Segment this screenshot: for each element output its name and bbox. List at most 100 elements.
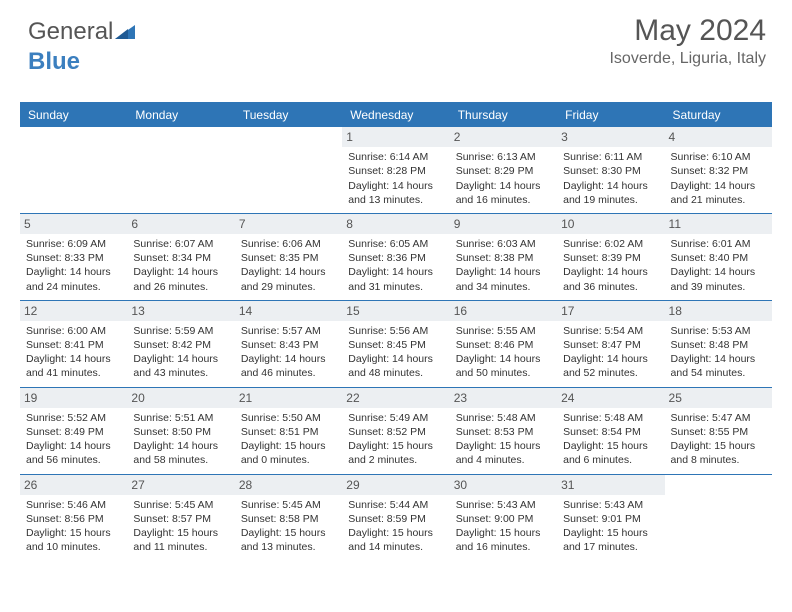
day-number: 4 xyxy=(665,127,772,147)
day-number: 10 xyxy=(557,214,664,234)
day-number: 26 xyxy=(20,475,127,495)
daylight2-text: and 24 minutes. xyxy=(26,280,121,294)
day-number: 22 xyxy=(342,388,449,408)
day-number: 25 xyxy=(665,388,772,408)
daylight1-text: Daylight: 14 hours xyxy=(563,179,658,193)
sunrise-text: Sunrise: 5:59 AM xyxy=(133,324,228,338)
sunset-text: Sunset: 8:32 PM xyxy=(671,164,766,178)
sunrise-text: Sunrise: 5:47 AM xyxy=(671,411,766,425)
day-number: 29 xyxy=(342,475,449,495)
sunset-text: Sunset: 8:29 PM xyxy=(456,164,551,178)
day-number: 8 xyxy=(342,214,449,234)
daylight1-text: Daylight: 14 hours xyxy=(133,352,228,366)
sunrise-text: Sunrise: 5:57 AM xyxy=(241,324,336,338)
sunset-text: Sunset: 8:30 PM xyxy=(563,164,658,178)
sunrise-text: Sunrise: 5:55 AM xyxy=(456,324,551,338)
day-number: 7 xyxy=(235,214,342,234)
sunrise-text: Sunrise: 6:11 AM xyxy=(563,150,658,164)
daylight2-text: and 29 minutes. xyxy=(241,280,336,294)
sunset-text: Sunset: 8:46 PM xyxy=(456,338,551,352)
daylight2-text: and 39 minutes. xyxy=(671,280,766,294)
page-header: May 2024 Isoverde, Liguria, Italy xyxy=(609,14,766,68)
daylight2-text: and 19 minutes. xyxy=(563,193,658,207)
calendar-day-cell: 14Sunrise: 5:57 AMSunset: 8:43 PMDayligh… xyxy=(235,301,342,387)
sunset-text: Sunset: 8:57 PM xyxy=(133,512,228,526)
day-number: 20 xyxy=(127,388,234,408)
sunrise-text: Sunrise: 5:52 AM xyxy=(26,411,121,425)
daylight1-text: Daylight: 15 hours xyxy=(348,439,443,453)
daylight2-text: and 48 minutes. xyxy=(348,366,443,380)
sunset-text: Sunset: 8:56 PM xyxy=(26,512,121,526)
dow-cell: Tuesday xyxy=(235,104,342,126)
calendar-day-cell: 1Sunrise: 6:14 AMSunset: 8:28 PMDaylight… xyxy=(342,127,449,213)
daylight1-text: Daylight: 14 hours xyxy=(563,352,658,366)
daylight1-text: Daylight: 15 hours xyxy=(456,526,551,540)
day-number: 11 xyxy=(665,214,772,234)
daylight1-text: Daylight: 15 hours xyxy=(563,439,658,453)
daylight1-text: Daylight: 14 hours xyxy=(456,352,551,366)
day-number: 12 xyxy=(20,301,127,321)
daylight1-text: Daylight: 14 hours xyxy=(241,265,336,279)
sunset-text: Sunset: 8:51 PM xyxy=(241,425,336,439)
day-number: 21 xyxy=(235,388,342,408)
brand-text-1: General xyxy=(28,18,113,45)
calendar-day-cell: 23Sunrise: 5:48 AMSunset: 8:53 PMDayligh… xyxy=(450,388,557,474)
calendar-day-cell: 20Sunrise: 5:51 AMSunset: 8:50 PMDayligh… xyxy=(127,388,234,474)
day-number: 27 xyxy=(127,475,234,495)
daylight2-text: and 6 minutes. xyxy=(563,453,658,467)
daylight2-text: and 54 minutes. xyxy=(671,366,766,380)
sunset-text: Sunset: 8:50 PM xyxy=(133,425,228,439)
day-number: 30 xyxy=(450,475,557,495)
calendar-day-cell xyxy=(235,127,342,213)
calendar-day-cell: 29Sunrise: 5:44 AMSunset: 8:59 PMDayligh… xyxy=(342,475,449,561)
calendar-day-cell: 26Sunrise: 5:46 AMSunset: 8:56 PMDayligh… xyxy=(20,475,127,561)
calendar-day-cell: 28Sunrise: 5:45 AMSunset: 8:58 PMDayligh… xyxy=(235,475,342,561)
daylight2-text: and 21 minutes. xyxy=(671,193,766,207)
dow-cell: Wednesday xyxy=(342,104,449,126)
sunset-text: Sunset: 8:34 PM xyxy=(133,251,228,265)
calendar-day-cell: 21Sunrise: 5:50 AMSunset: 8:51 PMDayligh… xyxy=(235,388,342,474)
daylight2-text: and 0 minutes. xyxy=(241,453,336,467)
calendar-day-cell: 22Sunrise: 5:49 AMSunset: 8:52 PMDayligh… xyxy=(342,388,449,474)
daylight1-text: Daylight: 14 hours xyxy=(348,179,443,193)
calendar-day-cell xyxy=(665,475,772,561)
sunset-text: Sunset: 8:49 PM xyxy=(26,425,121,439)
dow-cell: Friday xyxy=(557,104,664,126)
calendar-day-cell: 24Sunrise: 5:48 AMSunset: 8:54 PMDayligh… xyxy=(557,388,664,474)
calendar-day-cell: 11Sunrise: 6:01 AMSunset: 8:40 PMDayligh… xyxy=(665,214,772,300)
sunrise-text: Sunrise: 6:03 AM xyxy=(456,237,551,251)
calendar-week-row: 19 Sunrise: 5:52 AMSunset: 8:49 PM Dayligh… xyxy=(20,387,772,474)
day-number: 19 xyxy=(20,388,127,408)
calendar-week-row: 5Sunrise: 6:09 AMSunset: 8:33 PMDaylight… xyxy=(20,213,772,300)
day-number: 18 xyxy=(665,301,772,321)
day-number: 24 xyxy=(557,388,664,408)
day-number: 28 xyxy=(235,475,342,495)
daylight1-text: Daylight: 14 hours xyxy=(241,352,336,366)
calendar-day-cell: 17Sunrise: 5:54 AMSunset: 8:47 PMDayligh… xyxy=(557,301,664,387)
dow-cell: Saturday xyxy=(665,104,772,126)
daylight1-text: Daylight: 14 hours xyxy=(26,265,121,279)
daylight2-text: and 46 minutes. xyxy=(241,366,336,380)
daylight1-text: Daylight: 15 hours xyxy=(133,526,228,540)
daylight2-text: and 50 minutes. xyxy=(456,366,551,380)
day-number: 13 xyxy=(127,301,234,321)
daylight2-text: and 13 minutes. xyxy=(348,193,443,207)
calendar-grid: Sunday Monday Tuesday Wednesday Thursday… xyxy=(20,102,772,560)
day-number: 2 xyxy=(450,127,557,147)
sunrise-text: Sunrise: 6:05 AM xyxy=(348,237,443,251)
daylight1-text: Daylight: 14 hours xyxy=(133,265,228,279)
daylight1-text: Daylight: 14 hours xyxy=(26,352,121,366)
sunrise-text: Sunrise: 5:54 AM xyxy=(563,324,658,338)
calendar-day-cell: 15Sunrise: 5:56 AMSunset: 8:45 PMDayligh… xyxy=(342,301,449,387)
sunset-text: Sunset: 9:00 PM xyxy=(456,512,551,526)
daylight2-text: and 4 minutes. xyxy=(456,453,551,467)
daylight2-text: and 16 minutes. xyxy=(456,193,551,207)
sunrise-text: Sunrise: 5:48 AM xyxy=(456,411,551,425)
sunrise-text: Sunrise: 5:43 AM xyxy=(456,498,551,512)
sunrise-text: Sunrise: 6:02 AM xyxy=(563,237,658,251)
sunset-text: Sunset: 8:35 PM xyxy=(241,251,336,265)
sunrise-text: Sunrise: 6:00 AM xyxy=(26,324,121,338)
daylight1-text: Daylight: 14 hours xyxy=(348,265,443,279)
daylight2-text: and 34 minutes. xyxy=(456,280,551,294)
brand-triangle-icon xyxy=(115,20,137,48)
